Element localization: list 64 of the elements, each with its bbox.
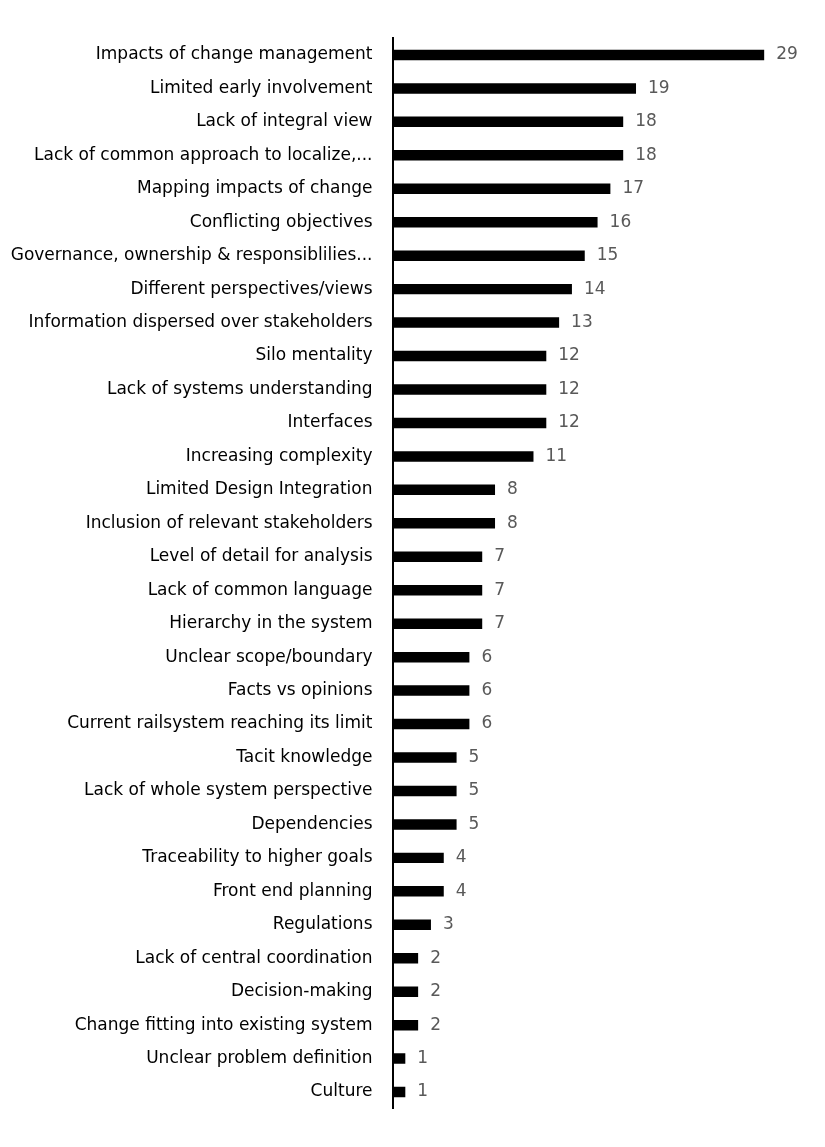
data-label: 11 (545, 444, 568, 465)
y-tick-label: Silo mentality (255, 344, 373, 365)
data-label: 7 (494, 612, 506, 633)
y-tick-label: Change fitting into existing system (74, 1013, 373, 1034)
data-label: 4 (455, 879, 467, 900)
data-label: 15 (596, 244, 619, 265)
data-label: 5 (468, 812, 480, 833)
y-tick-label: Lack of central coordination (135, 946, 373, 967)
data-label: 12 (558, 344, 580, 365)
data-label: 18 (635, 143, 657, 164)
data-label: 19 (648, 76, 670, 97)
data-label: 5 (468, 745, 480, 766)
y-tick-label: Lack of whole system perspective (84, 779, 373, 800)
data-label: 1 (417, 1047, 429, 1068)
data-label: 7 (494, 578, 506, 599)
y-tick-label: Decision-making (230, 980, 373, 1001)
data-label: 29 (776, 43, 798, 64)
y-tick-label: Information dispersed over stakeholders (28, 311, 373, 331)
data-label: 6 (481, 645, 493, 666)
y-tick-label: Current railsystem reaching its limit (67, 712, 373, 733)
y-tick-label: Governance, ownership & responsiblilies... (10, 244, 373, 265)
y-tick-label: Lack of common approach to localize,... (34, 143, 373, 164)
data-label: 14 (583, 277, 606, 298)
data-label: 8 (507, 478, 518, 499)
y-tick-label: Mapping impacts of change (137, 177, 373, 198)
data-label: 4 (455, 846, 467, 867)
data-label: 8 (507, 511, 518, 532)
data-label: 5 (468, 779, 480, 800)
y-tick-label: Different perspectives/views (130, 277, 373, 298)
data-label: 13 (571, 311, 593, 331)
data-label: 1 (417, 1080, 429, 1101)
y-tick-label: Hierarchy in the system (169, 612, 373, 633)
y-tick-label: Unclear problem definition (146, 1047, 373, 1068)
data-label: 2 (430, 946, 441, 967)
y-tick-label: Conflicting objectives (189, 210, 373, 231)
y-tick-label: Interfaces (287, 411, 373, 432)
y-tick-label: Inclusion of relevant stakeholders (85, 511, 373, 532)
y-tick-label: Limited Design Integration (145, 478, 373, 499)
y-tick-label: Limited early involvement (149, 76, 373, 97)
y-tick-label: Unclear scope/boundary (165, 645, 373, 666)
data-label: 16 (609, 210, 632, 231)
data-label: 2 (430, 1013, 441, 1034)
data-label: 12 (558, 411, 580, 432)
y-tick-label: Regulations (272, 913, 373, 934)
y-tick-label: Dependencies (251, 812, 373, 833)
y-tick-label: Impacts of change management (95, 43, 373, 64)
data-label: 12 (558, 377, 580, 398)
y-tick-label: Level of detail for analysis (149, 545, 373, 566)
y-tick-label: Traceability to higher goals (141, 846, 373, 867)
y-tick-label: Increasing complexity (185, 444, 373, 465)
data-label: 2 (430, 980, 441, 1001)
y-tick-label: Tacit knowledge (235, 745, 373, 766)
data-label: 7 (494, 545, 506, 566)
data-label: 6 (481, 679, 493, 700)
y-tick-label: Front end planning (212, 879, 373, 900)
y-tick-label: Lack of systems understanding (106, 377, 373, 398)
data-label: 18 (635, 110, 657, 131)
y-tick-label: Culture (310, 1080, 373, 1101)
y-tick-label: Facts vs opinions (227, 679, 373, 700)
y-tick-label: Lack of common language (147, 578, 373, 599)
data-label: 17 (622, 177, 645, 198)
y-tick-label: Lack of integral view (196, 110, 373, 131)
data-label: 6 (481, 712, 493, 733)
data-label: 3 (442, 913, 454, 934)
